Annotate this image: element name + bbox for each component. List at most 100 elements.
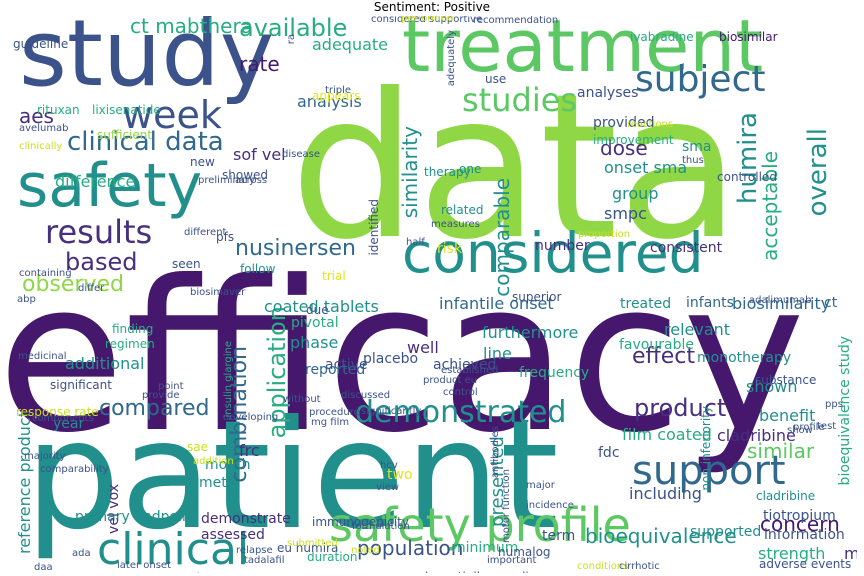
word-controlled: controlled	[717, 170, 777, 184]
word-relevant: relevant	[664, 320, 731, 339]
word-pfs: pfs	[216, 230, 235, 244]
word-provided: provided	[593, 115, 655, 131]
word-cloud: efficacy data patient study treatment safety c…	[7, 16, 857, 573]
word-response-rate: response rate	[16, 405, 99, 419]
word-onset-sma: onset sma	[604, 158, 688, 177]
word-analyses: analyses	[577, 85, 639, 101]
chart-title: Sentiment: Positive	[373, 0, 491, 14]
word-new: new	[190, 155, 215, 169]
word-immunogenicity: immunogenicity	[312, 515, 409, 529]
word-rituxan: rituxan	[37, 103, 80, 117]
word-favourable: favourable	[619, 337, 694, 353]
word-components: components	[32, 413, 94, 424]
word-pivotal: pivotal	[291, 315, 339, 331]
word-formulation: formulation	[352, 521, 410, 532]
word-term: term	[542, 528, 576, 544]
word-product: product	[634, 394, 727, 422]
word-placebo: placebo	[363, 351, 419, 367]
word-avelumab: avelumab	[19, 123, 69, 134]
word-bioequivalence-study: bioequivalence study	[837, 336, 853, 486]
word-based: based	[65, 248, 138, 276]
word-furthermore: furthermore	[482, 323, 579, 342]
word-ct-mabthera: ct mabthera	[130, 16, 253, 38]
word-population: population	[357, 536, 464, 560]
word-considered: considered	[402, 221, 704, 285]
word-use: use	[485, 72, 507, 86]
word-tadalafil: tadalafil	[244, 555, 285, 566]
word-cirrhotic: cirrhotic	[619, 561, 660, 572]
word-tiotropium: tiotropium	[763, 508, 836, 524]
word-bioequivalence: bioequivalence	[585, 524, 737, 548]
word-phase: phase	[290, 333, 339, 352]
word-view: view	[376, 482, 400, 493]
word-substance: substance	[755, 373, 817, 387]
word-measures: measures	[431, 219, 480, 230]
word-one: one	[459, 162, 482, 176]
word-frequency: frequency	[519, 365, 590, 381]
word-demonstrated: demonstrated	[355, 395, 567, 430]
word-control: control	[443, 387, 478, 398]
word-difference: difference	[55, 172, 136, 191]
word-year: year	[53, 416, 85, 432]
word-ada: ada	[72, 548, 91, 559]
word-majority: majority	[24, 451, 66, 462]
word-ct: ct	[824, 295, 838, 311]
word-line: line	[483, 344, 512, 363]
word-considered-supportive: considered supportive	[371, 16, 483, 25]
word-show: show	[787, 425, 813, 436]
word-risk: risk	[437, 241, 463, 257]
word-support: support	[632, 448, 786, 494]
word-humalog: humalog	[498, 545, 551, 559]
word-achieved: achieved	[433, 357, 497, 373]
word-noted: noted	[351, 545, 380, 556]
word-assessed: assessed	[201, 527, 265, 543]
word-showed: showed	[222, 168, 269, 182]
word-submitted: submitted	[287, 538, 338, 549]
word-cladribine: cladribine	[756, 489, 816, 503]
word-active: active	[325, 357, 368, 373]
word-two: two	[387, 467, 413, 483]
word-week: week	[122, 93, 222, 137]
word-preliminary: preliminary	[198, 175, 255, 186]
word-clinical-data: clinical data	[67, 127, 224, 157]
word-proportion: proportion	[578, 229, 631, 240]
word-lixisenatide: lixisenatide	[92, 103, 161, 117]
word-duration: duration	[307, 550, 358, 564]
word-sae: sae	[187, 440, 208, 454]
word-met: met	[199, 475, 227, 491]
word-adverse-events: adverse events	[759, 557, 852, 571]
word-cladribine: cladribine	[717, 426, 796, 445]
word-strength: strength	[758, 544, 826, 563]
word-profile: profile	[793, 422, 825, 433]
word-film-coated: film coated	[622, 425, 712, 444]
word-thus: thus	[682, 155, 704, 166]
word-later-onset: later onset	[117, 560, 172, 571]
word-improvement: improvement	[593, 133, 674, 147]
word-vel-vox: vel vox	[106, 484, 122, 534]
word-related: related	[441, 203, 484, 217]
word-adequately: adequately	[446, 30, 457, 87]
word-insulin-glargine: insulin glargine	[223, 341, 234, 418]
word-disease: disease	[282, 149, 320, 160]
word-different: different	[184, 227, 227, 238]
word-seen: seen	[172, 257, 201, 271]
word-minimum: minimum	[452, 540, 519, 556]
word-triple: triple	[325, 85, 352, 96]
word-performed: performed	[401, 16, 454, 24]
word-non-inferiority: non inferiority	[699, 406, 713, 491]
word-containing: containing	[19, 268, 72, 279]
word-study: study	[19, 16, 275, 107]
word-due: due	[306, 303, 329, 317]
word-treated: treated	[620, 296, 672, 312]
word-data: data	[290, 51, 741, 284]
word-sma: sma	[682, 139, 712, 155]
word-demonstrate: demonstrate	[201, 511, 291, 527]
word-conditions: conditions	[577, 561, 629, 572]
word-efficacy: efficacy	[7, 237, 806, 479]
word-shown: shown	[746, 377, 798, 396]
word-fdc: fdc	[598, 445, 620, 461]
word-aes: aes	[19, 104, 54, 128]
word-motor-function: motor function	[501, 469, 512, 544]
word-safety-profile: safety profile	[329, 498, 631, 552]
word-available: available	[239, 16, 348, 42]
